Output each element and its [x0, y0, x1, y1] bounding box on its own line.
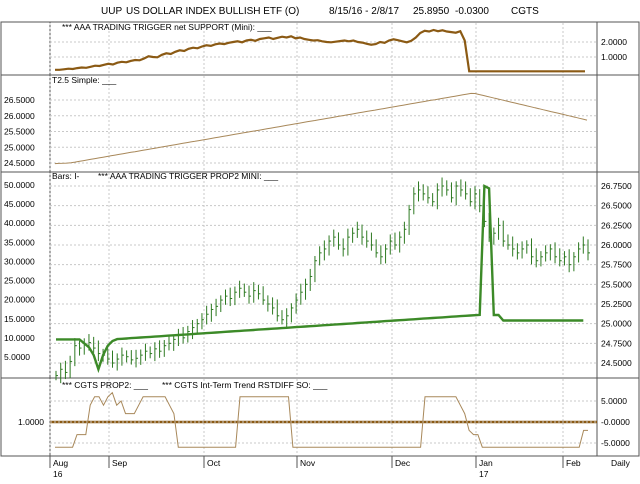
- x-year-label: 17: [479, 469, 489, 479]
- study-name: CGTS: [511, 6, 539, 17]
- panel4-right-tick: -0.0000: [601, 417, 630, 427]
- panel3-right-tick: 26.2500: [601, 220, 632, 230]
- panel3-right-tick: 26.5000: [601, 201, 632, 211]
- x-month-label: Aug: [53, 458, 68, 468]
- panel3-trigger-line: [56, 184, 584, 374]
- panel1-support-line: [55, 28, 585, 73]
- panel3-left-tick: 15.0000: [4, 314, 35, 324]
- panel4-title2: *** CGTS Int-Term Trend RSTDIFF SO: ___: [162, 380, 328, 390]
- panel3-title: Bars: I-: [52, 171, 80, 181]
- x-month-label: Nov: [300, 458, 316, 468]
- panel3-right-tick: 25.5000: [601, 279, 632, 289]
- panel3-right-tick: 25.2500: [601, 299, 632, 309]
- panel2-left-tick: 26.0000: [4, 111, 35, 121]
- chart-header: UUP US DOLLAR INDEX BULLISH ETF (O) 8/15…: [0, 0, 640, 22]
- instrument-name: US DOLLAR INDEX BULLISH ETF (O): [126, 6, 300, 17]
- symbol: UUP: [101, 6, 123, 17]
- panel4-title: *** CGTS PROP2: ___: [62, 380, 148, 390]
- date-range: 8/15/16 - 2/8/17: [329, 6, 400, 17]
- panel3-title2: *** AAA TRADING TRIGGER PROP2 MINI: ___: [98, 171, 278, 181]
- x-month-label: Oct: [207, 458, 221, 468]
- panel2-left-tick: 25.5000: [4, 127, 35, 137]
- panel3-right-tick: 24.5000: [601, 358, 632, 368]
- panel3-left-tick: 45.0000: [4, 199, 35, 209]
- x-month-label: Dec: [395, 458, 411, 468]
- panel1-right-tick: 1.0000: [601, 52, 627, 62]
- panel3-left-tick: 40.0000: [4, 218, 35, 228]
- panel-3-frame: [0, 171, 640, 379]
- panel2-left-tick: 26.5000: [4, 95, 35, 105]
- panel3-left-tick: 10.0000: [4, 333, 35, 343]
- x-period-label: Daily: [611, 458, 631, 468]
- panel2-left-tick: 25.0000: [4, 142, 35, 152]
- panel3-right-tick: 25.0000: [601, 319, 632, 329]
- x-year-label: 16: [53, 469, 63, 479]
- panel4-left-tick: 1.0000: [18, 417, 44, 427]
- panel4-rstdiff-line: [55, 391, 588, 448]
- x-month-label: Feb: [566, 458, 581, 468]
- panel4-right-tick: -5.0000: [601, 438, 630, 448]
- x-month-label: Sep: [112, 458, 127, 468]
- price-change: -0.0300: [455, 6, 489, 17]
- panel3-left-tick: 25.0000: [4, 276, 35, 286]
- last-price: 25.8950: [413, 6, 450, 17]
- panel2-left-tick: 24.5000: [4, 158, 35, 168]
- panel3-left-tick: 30.0000: [4, 256, 35, 266]
- panel1-right-tick: 2.0000: [601, 37, 627, 47]
- panel2-t25-line: [54, 92, 588, 165]
- panel3-right-tick: 24.7500: [601, 338, 632, 348]
- panel3-left-tick: 5.0000: [4, 352, 30, 362]
- panel1-title: *** AAA TRADING TRIGGER net SUPPORT (Min…: [62, 22, 272, 32]
- panel-2-frame: [0, 74, 640, 173]
- panel3-right-tick: 26.0000: [601, 240, 632, 250]
- x-month-label: Jan: [479, 458, 493, 468]
- panel3-left-tick: 50.0000: [4, 180, 35, 190]
- panel3-right-tick: 26.7500: [601, 181, 632, 191]
- panel3-right-tick: 25.7500: [601, 260, 632, 270]
- panel3-left-tick: 35.0000: [4, 237, 35, 247]
- panel4-right-tick: 5.0000: [601, 396, 627, 406]
- panel2-title: T2.5 Simple: ___: [52, 75, 117, 85]
- panel3-left-tick: 20.0000: [4, 295, 35, 305]
- panel-4-frame: [0, 377, 640, 457]
